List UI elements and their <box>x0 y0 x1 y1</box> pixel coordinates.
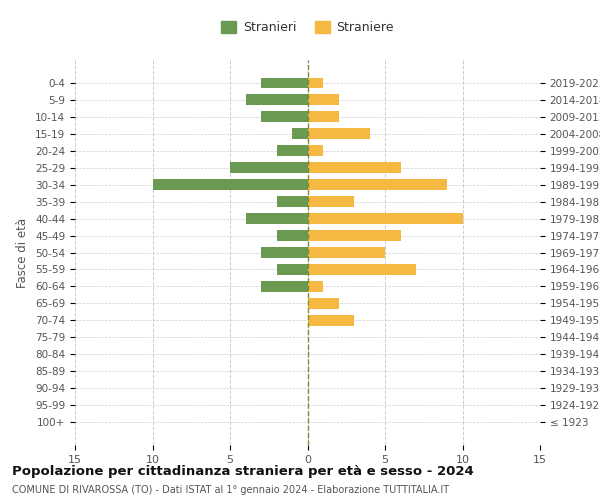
Bar <box>261 112 308 122</box>
Bar <box>308 162 401 172</box>
Bar <box>308 298 338 308</box>
Bar <box>308 146 323 156</box>
Y-axis label: Fasce di età: Fasce di età <box>16 218 29 288</box>
Bar <box>308 112 338 122</box>
Bar <box>308 248 385 258</box>
Bar <box>308 316 354 326</box>
Bar <box>308 94 338 104</box>
Bar <box>245 214 308 224</box>
Bar <box>277 146 308 156</box>
Bar <box>308 180 447 190</box>
Bar <box>292 128 308 138</box>
Bar <box>277 196 308 206</box>
Bar <box>230 162 308 172</box>
Text: Popolazione per cittadinanza straniera per età e sesso - 2024: Popolazione per cittadinanza straniera p… <box>12 465 474 478</box>
Bar <box>277 264 308 274</box>
Bar <box>308 230 401 240</box>
Text: COMUNE DI RIVAROSSA (TO) - Dati ISTAT al 1° gennaio 2024 - Elaborazione TUTTITAL: COMUNE DI RIVAROSSA (TO) - Dati ISTAT al… <box>12 485 449 495</box>
Bar <box>277 230 308 240</box>
Legend: Stranieri, Straniere: Stranieri, Straniere <box>217 16 398 39</box>
Bar <box>152 180 308 190</box>
Bar <box>308 128 370 138</box>
Bar <box>261 282 308 292</box>
Bar <box>308 78 323 88</box>
Bar <box>261 248 308 258</box>
Bar <box>245 94 308 104</box>
Bar <box>308 264 416 274</box>
Bar <box>308 282 323 292</box>
Bar <box>308 214 463 224</box>
Bar <box>261 78 308 88</box>
Bar <box>308 196 354 206</box>
